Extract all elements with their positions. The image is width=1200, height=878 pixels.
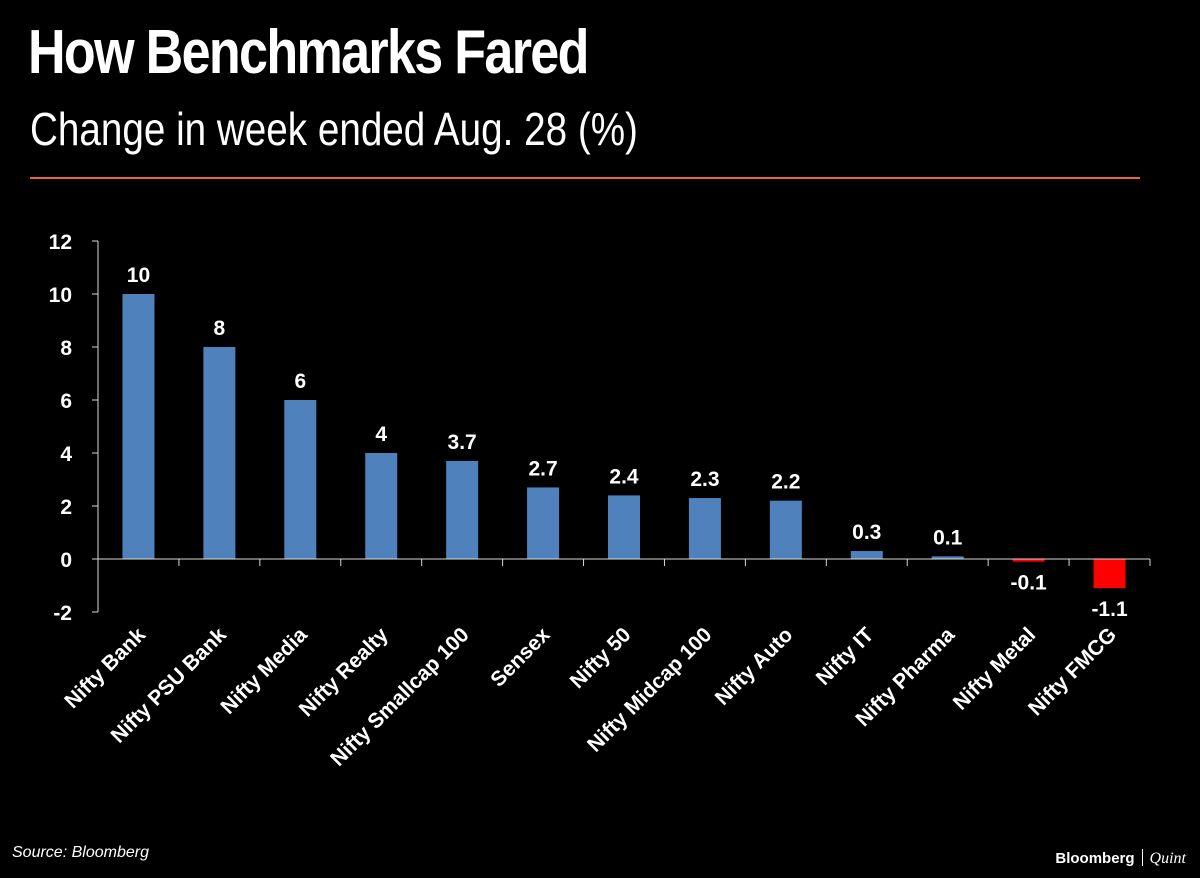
y-tick-label: 12 [49,231,72,254]
bar [203,347,236,559]
bar [931,556,964,559]
bars [122,294,1126,589]
source-note: Source: Bloomberg [12,844,149,861]
y-tick-label: 4 [60,443,72,466]
x-tick-label: Nifty IT [812,623,879,690]
bar [608,495,640,559]
y-tick-label: 8 [60,337,72,360]
y-tick-label: -2 [53,602,72,625]
chart-subtitle: Change in week ended Aug. 28 (%) [30,103,638,155]
brand-logo: Bloomberg Quint [1055,849,1186,868]
data-label: 4 [375,423,387,446]
y-tick-label: 6 [60,390,72,413]
x-tick-label: Sensex [486,623,554,691]
data-label: 2.3 [690,468,719,491]
bar [527,487,560,559]
y-tick-label: 10 [49,284,72,307]
x-tick-label: Nifty Bank [60,623,150,713]
y-axis: 12 10 8 6 4 2 0 -2 [49,231,99,625]
x-tick-label: Nifty 50 [566,623,636,693]
brand-primary: Bloomberg [1055,850,1135,867]
data-label: -1.1 [1091,598,1128,621]
bar [122,294,155,559]
data-label: 6 [294,370,306,393]
data-labels: 10 8 6 4 3.7 2.7 2.4 2.3 2.2 0.3 0.1 -0.1 -1.1 [127,264,1128,621]
data-label: 10 [127,264,150,287]
data-label: 2.7 [528,457,557,480]
y-tick-label: 2 [60,496,72,519]
x-tick-label: Nifty Auto [711,623,798,710]
bar [769,500,802,559]
data-label: -0.1 [1011,572,1048,595]
data-label: 2.2 [771,471,800,494]
data-label: 2.4 [609,465,639,488]
y-tick-label: 0 [60,549,72,572]
bar [1093,559,1126,589]
chart-title: How Benchmarks Fared [28,18,589,87]
data-label: 3.7 [448,431,477,454]
data-label: 0.1 [933,526,963,549]
brand-secondary: Quint [1149,850,1186,867]
data-label: 0.3 [852,521,881,544]
bar [284,400,317,559]
bar [446,460,479,559]
data-label: 8 [214,317,226,340]
bar [850,551,883,559]
title-divider [30,177,1140,179]
x-tick-label: Nifty Smallcap 100 [326,623,473,770]
bar [688,498,721,559]
bar [1012,559,1045,562]
brand-separator [1141,849,1143,866]
x-tick-label: Nifty FMCG [1024,623,1121,720]
bar [365,453,398,559]
x-axis [97,558,1151,566]
